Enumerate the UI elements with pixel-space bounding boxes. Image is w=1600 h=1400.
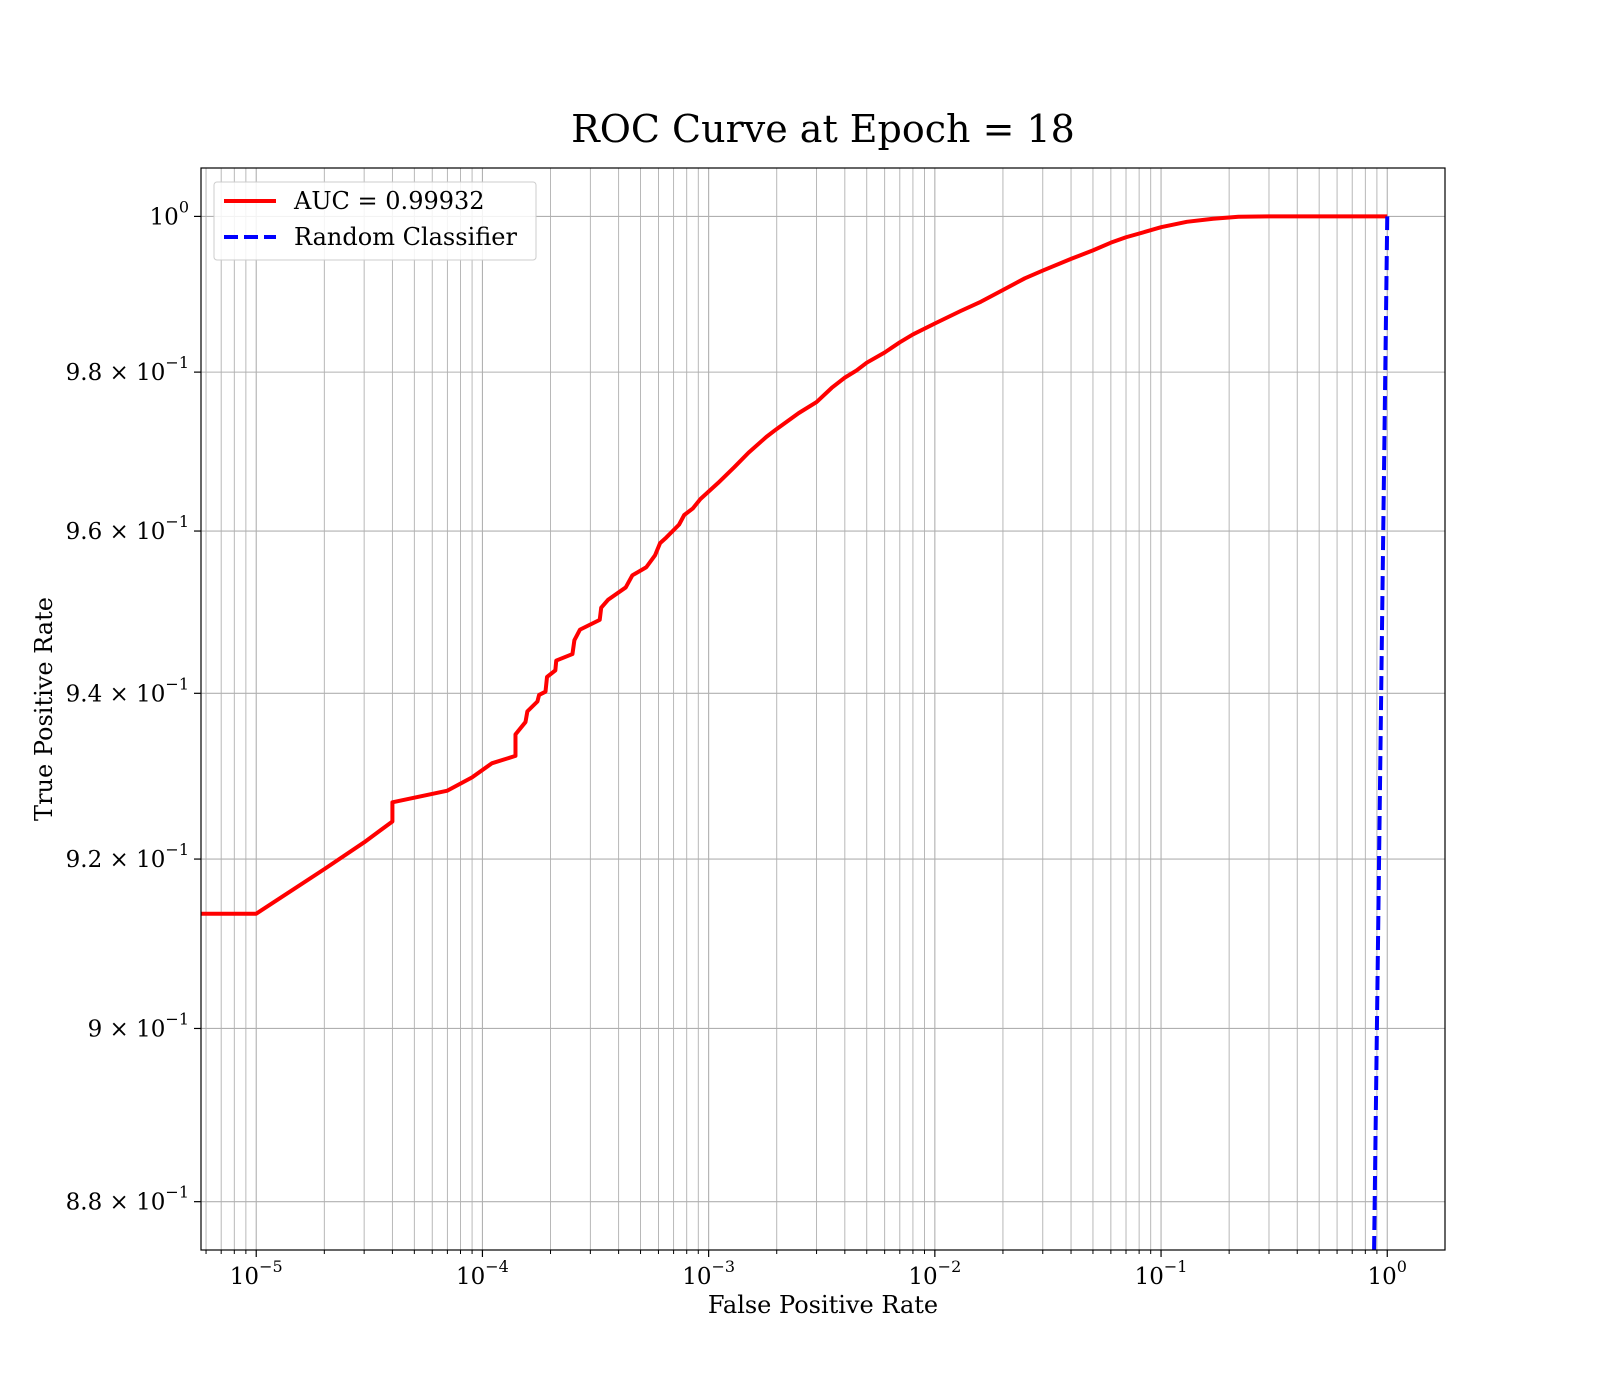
legend: AUC = 0.99932 Random Classifier [213, 181, 537, 261]
y-tick-label: 9.6 × 10−1 [66, 512, 189, 545]
y-tick-label: 8.8 × 10−1 [66, 1183, 189, 1216]
legend-label-random: Random Classifier [294, 223, 517, 251]
y-tick-label: 9.2 × 10−1 [66, 840, 189, 873]
y-axis-ticks: 8.8 × 10−1 9 × 10−1 9.2 × 10−1 9.4 × 10−1 9.… [66, 197, 201, 1216]
y-tick-label: 100 [150, 197, 189, 230]
grid [201, 168, 1445, 1250]
y-tick-label: 9 × 10−1 [88, 1009, 189, 1042]
legend-label-auc: AUC = 0.99932 [293, 187, 485, 215]
legend-box [213, 181, 537, 261]
x-tick-label: 10−1 [1135, 1257, 1188, 1290]
y-axis-label: True Positive Rate [30, 597, 58, 821]
plot-area [201, 214, 1390, 1250]
x-tick-label: 10−2 [908, 1257, 961, 1290]
random-classifier-line [1372, 216, 1390, 1250]
x-tick-label: 10−3 [682, 1257, 735, 1290]
x-axis-ticks: 10−5 10−4 10−3 10−2 10−1 100 [205, 1250, 1407, 1290]
y-tick-label: 9.4 × 10−1 [66, 674, 189, 707]
roc-curve-line [201, 214, 1388, 916]
chart-title: ROC Curve at Epoch = 18 [571, 107, 1075, 151]
x-tick-label: 10−4 [456, 1257, 509, 1290]
x-axis-label: False Positive Rate [708, 1291, 938, 1319]
axes-frame [200, 167, 1446, 1251]
y-tick-label: 9.8 × 10−1 [66, 353, 189, 386]
x-tick-label: 100 [1368, 1257, 1407, 1290]
x-tick-label: 10−5 [230, 1257, 283, 1290]
